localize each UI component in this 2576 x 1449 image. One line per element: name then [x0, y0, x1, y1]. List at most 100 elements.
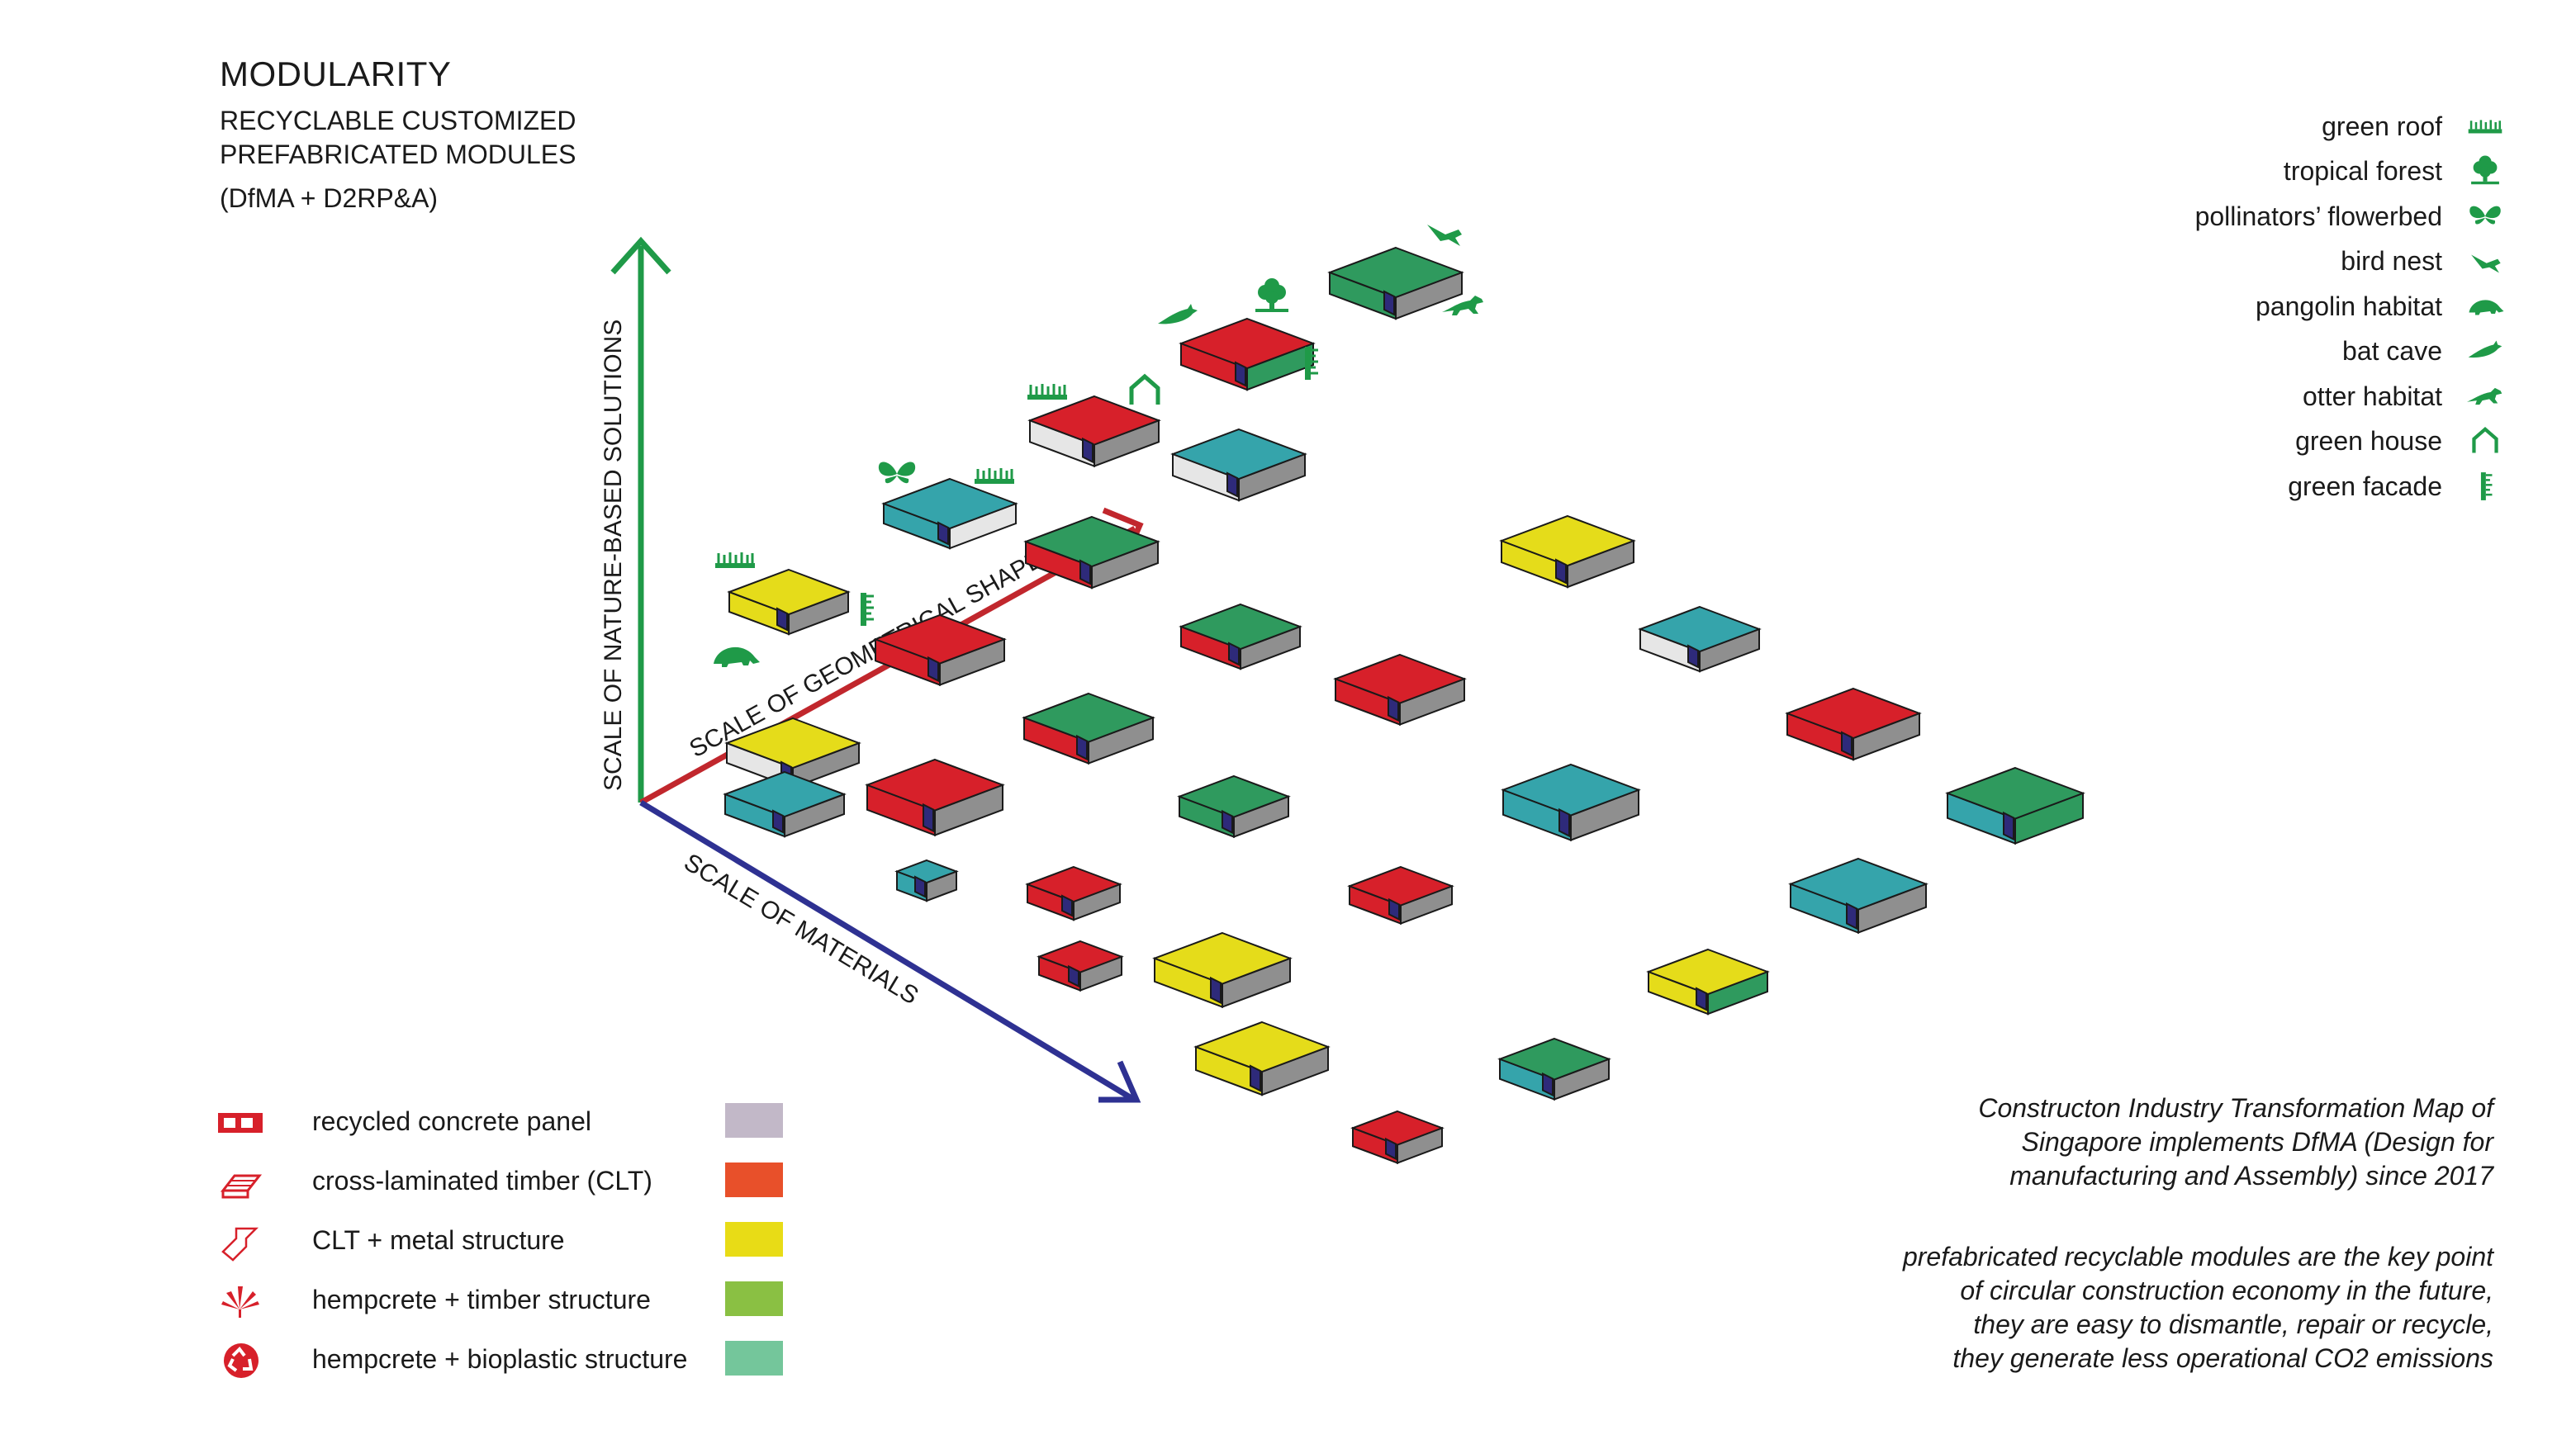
note-line: Constructon Industry Transformation Map …	[1978, 1093, 2493, 1123]
color-swatch	[725, 1222, 783, 1257]
legend-label: bird nest	[2341, 246, 2442, 277]
butterfly-icon	[878, 462, 916, 484]
legend-item: pollinators’ flowerbed	[1995, 194, 2507, 239]
module-box	[865, 758, 1005, 836]
note-line: prefabricated recyclable modules are the…	[1902, 1242, 2493, 1271]
module-box	[1179, 317, 1316, 391]
module-roof	[1638, 605, 1762, 653]
note-line: of circular construction economy in the …	[1960, 1276, 2493, 1305]
module-roof	[873, 613, 1007, 665]
page-tagline: (DfMA + D2RP&A)	[220, 183, 439, 213]
legend-label: hempcrete + timber structure	[312, 1285, 651, 1314]
module-box	[723, 770, 847, 838]
legend-item: bat cave	[1995, 329, 2507, 375]
bird-icon	[1427, 225, 1462, 246]
module-roof	[881, 477, 1018, 530]
module-box	[1023, 515, 1160, 590]
module-window	[1235, 361, 1246, 387]
module-box	[1638, 605, 1762, 673]
module-roof	[1945, 766, 2085, 820]
legend-item: pangolin habitat	[1995, 284, 2507, 329]
legend-item: CLT + metal structure	[216, 1219, 795, 1278]
module-box	[881, 477, 1018, 550]
module-window	[927, 656, 939, 683]
note-line: Singapore implements DfMA (Design for	[2021, 1127, 2493, 1157]
module-grid	[723, 246, 2085, 1164]
note-line: they are easy to dismantle, repair or re…	[1973, 1309, 2493, 1339]
module-window	[1210, 976, 1222, 1005]
module-roof	[1179, 603, 1302, 651]
module-roof	[1023, 515, 1160, 568]
color-swatch	[725, 1163, 783, 1197]
color-swatch	[725, 1103, 783, 1138]
greenhouse-icon	[1131, 376, 1158, 405]
module-roof	[1027, 395, 1161, 446]
butterfly-icon	[2464, 197, 2507, 235]
module-window	[1558, 807, 1570, 838]
module-window	[1841, 731, 1853, 757]
legend-label: tropical forest	[2283, 156, 2442, 187]
pangolin-icon	[714, 646, 760, 667]
axis-vertical: SCALE OF NATURE-BASED SOLUTIONS	[600, 236, 671, 803]
legend-item: cross-laminated timber (CLT)	[216, 1159, 795, 1219]
module-window	[1555, 558, 1567, 585]
legend-item: green house	[1995, 419, 2507, 465]
module-box	[1025, 865, 1122, 921]
module-roof	[1177, 774, 1291, 818]
legend-label: hempcrete + bioplastic structure	[312, 1344, 688, 1374]
legend-item: hempcrete + bioplastic structure	[216, 1338, 795, 1397]
module-window	[1696, 987, 1707, 1011]
module-roof	[727, 568, 851, 616]
legend-label: cross-laminated timber (CLT)	[312, 1166, 652, 1196]
module-window	[1079, 559, 1091, 585]
module-box	[1347, 865, 1454, 925]
module-window	[1082, 437, 1093, 464]
module-window	[1076, 734, 1088, 761]
module-box	[1333, 653, 1467, 726]
module-box	[1785, 687, 1922, 761]
hemp-leaf-icon	[221, 1286, 259, 1318]
subtitle-line: PREFABRICATED MODULES	[220, 140, 576, 169]
module-roof	[1022, 692, 1155, 743]
legend-label: green roof	[2322, 111, 2442, 141]
green-roof-icon	[2464, 107, 2507, 145]
module-roof	[1501, 763, 1641, 817]
legend-item: hempcrete + timber structure	[216, 1278, 795, 1338]
module-window	[937, 521, 949, 546]
color-swatch	[725, 1281, 783, 1316]
green-roof-icon	[714, 551, 757, 570]
module-box	[1177, 774, 1291, 838]
eco-legend: green roof tropical forest pollinators’ …	[1995, 104, 2507, 509]
module-roof	[724, 717, 861, 769]
legend-label: recycled concrete panel	[312, 1106, 591, 1136]
module-box	[1179, 603, 1302, 670]
module-box	[1497, 1037, 1611, 1101]
module-box	[1499, 514, 1636, 589]
note-line: they generate less operational CO2 emiss…	[1952, 1343, 2493, 1373]
module-roof	[1170, 428, 1307, 481]
axis-materials-label: SCALE OF MATERIALS	[679, 849, 923, 1010]
note-dfma: Constructon Industry Transformation Map …	[1651, 1091, 2493, 1193]
module-window	[1542, 1072, 1554, 1097]
module-roof	[865, 758, 1005, 812]
note-line: manufacturing and Assembly) since 2017	[2009, 1161, 2493, 1191]
concrete-panel-icon	[218, 1113, 263, 1133]
module-box	[1193, 1020, 1331, 1096]
legend-label: green facade	[2288, 471, 2442, 501]
module-roof	[1025, 865, 1122, 903]
green-roof-icon	[1026, 382, 1069, 401]
legend-label: green house	[2295, 426, 2442, 457]
module-box	[727, 568, 851, 636]
module-roof	[1785, 687, 1922, 740]
green-facade-icon	[859, 591, 875, 627]
note-circular: prefabricated recyclable modules are the…	[1651, 1240, 2493, 1376]
module-box	[1027, 395, 1161, 467]
tree-icon	[2464, 153, 2507, 191]
legend-label: otter habitat	[2303, 381, 2442, 411]
module-box	[1646, 948, 1770, 1016]
otter-icon	[2464, 377, 2507, 415]
module-window	[1228, 642, 1240, 666]
bat-icon	[1158, 304, 1198, 324]
module-roof	[1646, 948, 1770, 996]
